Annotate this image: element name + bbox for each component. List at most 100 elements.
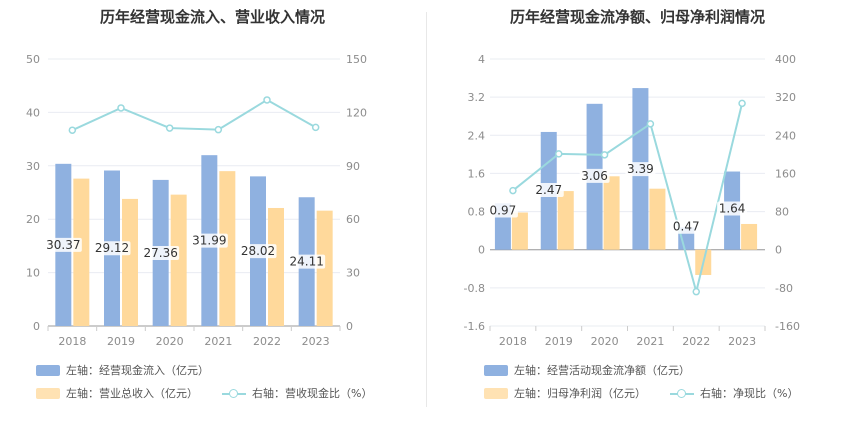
legend-item-cash-ratio[interactable]: 右轴：营收现金比（%） (222, 385, 372, 401)
data-label: 3.06 (581, 169, 608, 183)
line-point (263, 96, 271, 104)
line-point (214, 125, 223, 134)
data-label-bg (579, 168, 610, 183)
y-right-tick-label: 150 (346, 53, 367, 66)
y-right-tick-label: 160 (775, 167, 796, 180)
data-label-bg (288, 254, 326, 269)
bar-secondary (268, 207, 284, 326)
line-point (600, 151, 609, 159)
data-label-bg (533, 182, 564, 197)
data-label: 1.64 (719, 202, 746, 216)
data-label-bg (142, 245, 180, 260)
data-label: 28.02 (241, 244, 275, 258)
x-tick-label: 2019 (107, 335, 135, 348)
y-left-tick-label: 4 (478, 53, 485, 66)
bar-secondary (557, 191, 574, 250)
x-tick-label: 2021 (204, 335, 232, 348)
line-point (68, 126, 77, 134)
legend-label: 左轴：经营现金流入（亿元） (66, 364, 209, 377)
y-left-tick-label: 40 (26, 106, 40, 119)
y-left-tick-label: -1.6 (464, 320, 485, 333)
bar-secondary (170, 194, 187, 326)
y-left-tick-label: 50 (26, 53, 40, 66)
legend-swatch-line (670, 388, 694, 399)
data-label-bg (190, 233, 228, 248)
chart-legend: 左轴：经营活动现金流净额（亿元） 左轴：归母净利润（亿元） 右轴：净现比（%） (425, 0, 850, 437)
bar-secondary (122, 198, 138, 326)
chart-panel-net-cash-flow: 历年经营现金流净额、归母净利润情况 -1.6 -0.8 0 0.8 1.6 2.4 3.2 4… (425, 0, 850, 437)
legend-swatch-bar-blue (36, 364, 60, 376)
x-tick-label: 2018 (58, 335, 86, 348)
chart-title: 历年经营现金流入、营业收入情况 (99, 8, 325, 26)
line-point (311, 123, 320, 132)
line-series (512, 103, 744, 292)
legend-item-net-profit[interactable]: 左轴：归母净利润（亿元） (484, 385, 646, 401)
y-left-tick-label: 1.6 (468, 167, 486, 180)
data-label: 2.47 (535, 183, 562, 197)
legend-label: 右轴：营收现金比（%） (252, 387, 373, 400)
line-point (117, 104, 125, 112)
data-label-bg (93, 241, 131, 256)
data-label-bg (671, 219, 702, 234)
y-left-tick-label: 10 (26, 267, 40, 280)
line-point (165, 124, 174, 132)
data-label: 0.97 (490, 203, 517, 217)
data-label: 0.47 (673, 220, 700, 234)
data-label-bg (717, 201, 748, 216)
data-label-bg (239, 244, 277, 259)
bar-secondary (316, 210, 333, 326)
legend-label: 左轴：经营活动现金流净额（亿元） (514, 364, 690, 377)
y-left-tick-label: 20 (26, 213, 40, 226)
data-label-bg (487, 203, 518, 218)
legend-label: 左轴：归母净利润（亿元） (514, 387, 646, 400)
bar-secondary (603, 176, 620, 250)
y-left-tick-label: -0.8 (464, 282, 485, 295)
x-tick-label: 2019 (545, 335, 573, 348)
line-point (509, 186, 517, 195)
line-point (555, 150, 563, 158)
data-label: 3.39 (627, 162, 654, 176)
legend-swatch-bar-orange (36, 387, 60, 399)
legend-item-net-cash-ratio[interactable]: 右轴：净现比（%） (670, 385, 798, 401)
legend-label: 左轴：营业总收入（亿元） (66, 387, 198, 400)
y-right-tick-label: 0 (346, 320, 353, 333)
chart-plot-area: -1.6 -0.8 0 0.8 1.6 2.4 3.2 4 -160 -80 0 80 160 240 32… (464, 53, 800, 348)
chart-legend: 左轴：经营现金流入（亿元） 左轴：营业总收入（亿元） 右轴：营收现金比（%） (36, 362, 372, 401)
y-right-tick-label: -80 (775, 282, 793, 295)
x-tick-label: 2018 (499, 335, 527, 348)
x-tick-label: 2023 (728, 335, 756, 348)
line-point (692, 287, 700, 296)
legend-item-net-cash-flow[interactable]: 左轴：经营活动现金流净额（亿元） (484, 362, 690, 378)
data-label: 24.11 (289, 255, 323, 269)
y-left-tick-label: 30 (26, 160, 40, 173)
line-series (71, 98, 317, 132)
x-tick-label: 2020 (591, 335, 619, 348)
y-left-tick-label: 0 (33, 320, 40, 333)
y-right-tick-label: 120 (346, 106, 367, 119)
bar-secondary (649, 188, 666, 250)
y-right-tick-label: 30 (346, 267, 360, 280)
legend-item-cash-inflow[interactable]: 左轴：经营现金流入（亿元） (36, 362, 209, 378)
line-point (738, 99, 746, 108)
bar-secondary (511, 212, 528, 250)
legend-swatch-line (222, 388, 246, 399)
panel-divider (426, 12, 427, 407)
bar-secondary (73, 178, 90, 326)
line-point (646, 120, 655, 128)
x-tick-label: 2023 (302, 335, 330, 348)
y-right-tick-label: 240 (775, 129, 796, 142)
data-label: 29.12 (95, 241, 129, 255)
x-tick-label: 2022 (253, 335, 281, 348)
data-label: 30.37 (46, 238, 80, 252)
data-label: 27.36 (143, 246, 177, 260)
legend-swatch-bar-orange (484, 387, 508, 399)
y-left-tick-label: 2.4 (468, 129, 486, 142)
x-tick-label: 2021 (636, 335, 664, 348)
y-right-tick-label: 0 (775, 244, 782, 257)
y-right-tick-label: 60 (346, 213, 360, 226)
bar-secondary (741, 223, 758, 250)
legend-label: 右轴：净现比（%） (700, 387, 799, 400)
legend-item-revenue[interactable]: 左轴：营业总收入（亿元） (36, 385, 198, 401)
y-left-tick-label: 0.8 (468, 206, 486, 219)
